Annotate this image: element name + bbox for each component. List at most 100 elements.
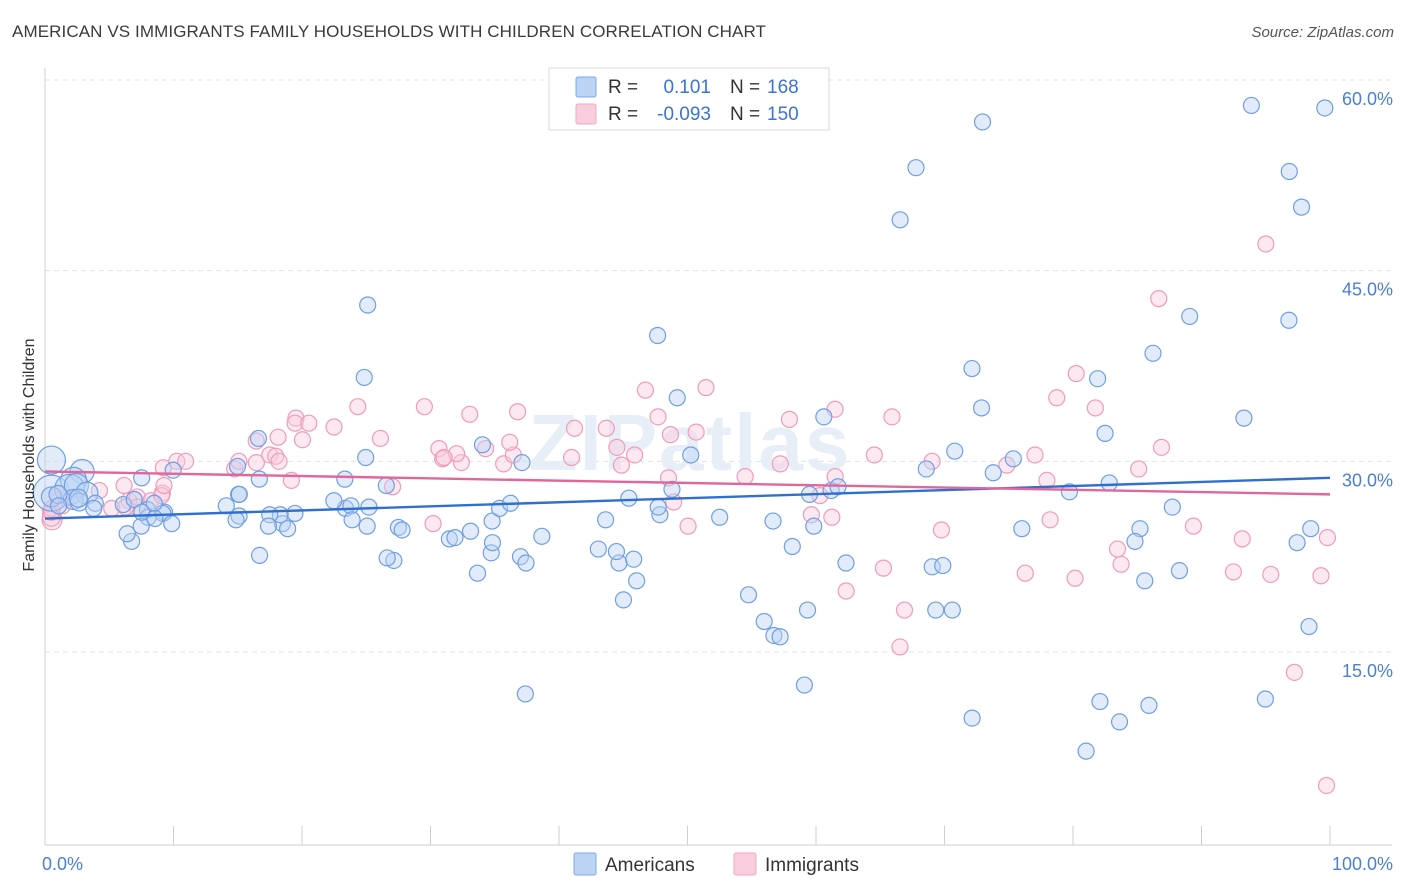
immigrants-point-34 [300, 414, 318, 432]
legend-n-value-americans: 168 [767, 77, 799, 98]
legend-r-value-immigrants: -0.093 [657, 104, 711, 125]
americans-point-111 [973, 113, 992, 131]
immigrants-point-103 [1318, 528, 1337, 547]
legend-r-label-americans: R = [608, 77, 638, 98]
immigrants-point-57 [612, 456, 631, 474]
immigrants-point-102 [1285, 663, 1303, 681]
americans-point-15 [114, 495, 132, 514]
immigrants-point-26 [261, 446, 279, 464]
americans-point-62 [483, 512, 501, 530]
americans-point-73 [517, 554, 535, 572]
x-tick-label-max: 100.0% [1332, 854, 1393, 874]
americans-point-26 [145, 494, 163, 512]
americans-point-64 [473, 436, 492, 454]
immigrants-point-93 [1112, 555, 1130, 573]
americans-point-142 [1300, 617, 1318, 636]
immigrants-point-65 [697, 379, 715, 397]
y-tick-label-0: 15.0% [1342, 661, 1393, 681]
americans-point-38 [230, 485, 248, 503]
americans-point-133 [1163, 498, 1181, 516]
americans-point-49 [343, 511, 361, 529]
americans-point-25 [132, 517, 150, 535]
americans-point-24 [118, 525, 136, 543]
americans-point-127 [1100, 474, 1118, 492]
immigrants-point-91 [1067, 365, 1085, 383]
legend-swatch-immigrants [575, 103, 597, 125]
americans-point-120 [1060, 483, 1079, 501]
americans-point-143 [1316, 99, 1334, 117]
americans-point-122 [1110, 713, 1129, 731]
immigrants-point-94 [1130, 460, 1148, 478]
immigrants-point-67 [736, 467, 754, 486]
immigrants-point-55 [608, 438, 626, 456]
americans-point-50 [359, 296, 377, 314]
immigrants-point-85 [1026, 446, 1044, 464]
americans-point-37 [279, 520, 297, 538]
americans-point-74 [533, 527, 551, 545]
y-tick-labels: 15.0% 30.0% 45.0% 60.0% [1342, 89, 1393, 681]
immigrants-point-53 [565, 419, 584, 437]
americans-point-128 [1140, 696, 1158, 714]
americans-point-132 [1181, 307, 1199, 326]
americans-point-98 [771, 628, 789, 646]
immigrants-point-47 [435, 448, 453, 467]
trend-lines [44, 470, 1331, 520]
americans-point-140 [1302, 520, 1320, 538]
immigrants-point-83 [998, 456, 1016, 474]
immigrants-point-64 [661, 426, 680, 444]
immigrants-point-44 [452, 454, 470, 472]
legend-n-label-americans: N = [730, 77, 760, 98]
immigrants-point-51 [501, 433, 519, 451]
americans-point-135 [1256, 690, 1274, 708]
americans-point-63 [461, 522, 480, 540]
americans-point-76 [589, 540, 607, 558]
immigrants-point-24 [247, 432, 265, 450]
immigrants-point-82 [932, 521, 951, 539]
immigrants-point-21 [177, 452, 195, 470]
americans-point-11 [68, 488, 88, 508]
americans-point-123 [1089, 370, 1107, 388]
watermark: ZIPatlas [529, 398, 852, 487]
americans-point-48 [336, 470, 354, 488]
americans-point-124 [1096, 424, 1114, 442]
americans-point-113 [934, 556, 952, 575]
americans-point-118 [1004, 450, 1022, 468]
immigrants-point-99 [1233, 530, 1251, 548]
americans-point-126 [1131, 520, 1149, 538]
americans-point-129 [1126, 532, 1144, 551]
legend-n-value-immigrants: 150 [767, 104, 799, 125]
americans-point-43 [259, 517, 278, 535]
legend-r-value-americans: 0.101 [663, 77, 711, 98]
americans-point-22 [164, 461, 182, 479]
americans-point-53 [355, 368, 373, 387]
immigrants-point-31 [267, 447, 285, 465]
immigrants-point-30 [286, 414, 304, 432]
americans-point-92 [765, 626, 783, 645]
immigrants-point-59 [649, 408, 667, 426]
americans-point-86 [663, 480, 681, 498]
americans-point-12 [50, 497, 68, 515]
immigrants-point-88 [1066, 569, 1084, 587]
americans-point-34 [228, 457, 247, 476]
americans-point-89 [711, 508, 729, 526]
immigrants-point-100 [1262, 565, 1280, 584]
y-tick-label-1: 30.0% [1342, 470, 1393, 490]
immigrants-point-4 [42, 503, 61, 521]
immigrants-point-89 [1086, 399, 1104, 417]
americans-point-90 [755, 612, 773, 631]
immigrants-point-90 [1048, 389, 1066, 407]
immigrants-point-38 [371, 429, 390, 448]
immigrants-point-101 [1257, 235, 1275, 253]
americans-point-139 [1280, 162, 1298, 181]
americans-point-81 [649, 498, 667, 516]
americans-point-71 [516, 685, 534, 703]
immigrants-point-37 [349, 398, 367, 416]
americans-point-39 [249, 429, 268, 448]
immigrants-point-66 [687, 423, 705, 441]
immigrants-point-78 [895, 601, 914, 619]
americans-point-114 [963, 359, 981, 378]
immigrants-point-28 [287, 409, 305, 427]
y-tick-label-3: 60.0% [1342, 89, 1393, 109]
immigrants-point-52 [509, 403, 527, 421]
americans-point-72 [513, 454, 531, 472]
